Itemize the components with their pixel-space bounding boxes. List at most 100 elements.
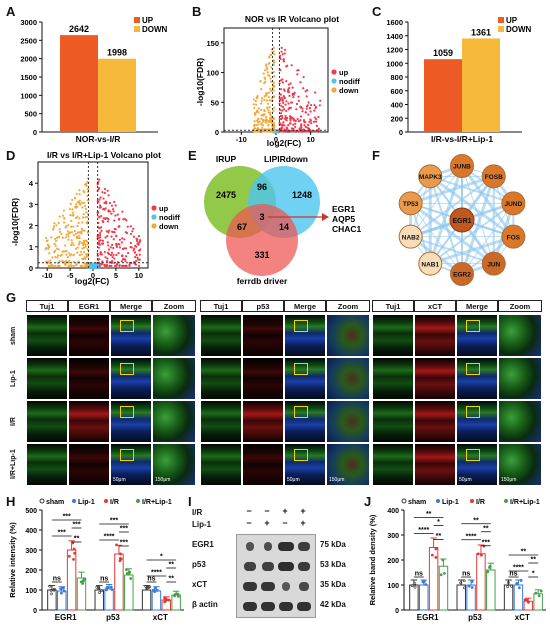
y-tick-label: 400: [387, 508, 399, 515]
data-point: [434, 547, 438, 551]
microscopy-tile: [498, 400, 542, 443]
panel-d-ylabel: -log10(FDR): [10, 198, 20, 246]
wb-kda-label: 42 kDa: [320, 600, 346, 609]
microscopy-tile: [414, 357, 456, 400]
microscopy-tile: [242, 400, 284, 443]
significance-label: ns: [53, 576, 61, 583]
wb-protein-label: β actin: [192, 600, 218, 609]
significance-label: ***: [63, 514, 71, 521]
network-node-center: [449, 207, 475, 233]
bar: [503, 584, 514, 611]
network-node: [450, 154, 474, 178]
zoom-region-box: [466, 320, 480, 332]
network-node-label: FOS: [507, 234, 521, 241]
y-tick-label: 4: [29, 179, 34, 188]
panel-label-c: C: [372, 4, 382, 19]
venn-count-only-lipirdown: 1248: [292, 190, 312, 200]
data-point: [98, 591, 101, 594]
network-nodes: EGR1 JUNB FOSB JUND FOS JUN EGR2 NAB1 NAB2 TP53 MA…: [398, 154, 526, 286]
data-point: [527, 600, 530, 604]
panel-a-bars: [60, 35, 136, 133]
data-point: [97, 587, 101, 590]
significance-label: **: [74, 536, 80, 543]
wb-lip-sign: −: [282, 518, 288, 528]
y-tick-label: 1500: [20, 73, 37, 82]
microscopy-column-header: xCT: [414, 300, 456, 312]
wb-lip-sign: +: [264, 518, 270, 528]
data-point: [173, 594, 176, 598]
row-label: I/R: [10, 417, 17, 426]
microscopy-column-header: Zoom: [498, 300, 542, 312]
microscopy-tile: [68, 357, 110, 400]
wb-protein-label: EGR1: [192, 540, 214, 549]
panel-b-xlabel: log2(FC): [267, 138, 302, 148]
volcano-points: [44, 177, 142, 270]
microscopy-tile: [200, 443, 242, 486]
y-tick-label: 1400: [386, 32, 403, 41]
data-point: [537, 594, 541, 598]
panel-a-legend-down: DOWN: [142, 25, 168, 34]
data-point: [470, 580, 474, 583]
wb-band: [243, 582, 257, 591]
microscopy-tile: [372, 443, 414, 486]
legend-label: sham: [408, 499, 426, 506]
wb-ir-sign: +: [300, 506, 306, 516]
wb-band: [298, 542, 310, 551]
x-tick-label: 5: [114, 271, 118, 280]
data-point: [467, 584, 471, 588]
significance-label: ns: [509, 571, 517, 578]
microscopy-tile: [26, 314, 68, 357]
panel-d-legend-nodiff: nodiff: [159, 213, 180, 222]
data-point: [72, 557, 75, 561]
data-point: [534, 591, 538, 595]
microscopy-tile: [498, 314, 542, 357]
wb-kda-label: 53 kDa: [320, 560, 346, 569]
data-point: [128, 570, 131, 574]
data-point: [413, 581, 417, 585]
microscopy-tile: [152, 400, 196, 443]
data-point: [144, 585, 148, 589]
panel-label-f: F: [372, 148, 380, 163]
wb-band: [242, 602, 258, 611]
x-tick-label: 10: [306, 135, 314, 144]
panel-d-legend-up: up: [159, 204, 169, 213]
microscopy-column-header: p53: [242, 300, 284, 312]
data-point: [59, 587, 63, 591]
bar: [94, 589, 104, 611]
microscopy-tile: [284, 400, 326, 443]
microscopy-tile: [110, 357, 152, 400]
microscopy-tile: [372, 314, 414, 357]
significance-label: **: [530, 557, 536, 564]
significance-label: ****: [418, 527, 429, 534]
data-point: [60, 591, 63, 595]
data-point: [476, 552, 480, 556]
microscopy-tile: [372, 357, 414, 400]
legend-label: I/R+Lip-1: [142, 499, 172, 506]
bar: [124, 574, 134, 611]
data-point: [163, 596, 167, 600]
microscopy-tile: [152, 357, 196, 400]
microscopy-tile: [242, 314, 284, 357]
venn-count-bc: 14: [279, 222, 289, 232]
venn-label-ferrdb: ferrdb driver: [237, 276, 288, 286]
significance-label: **: [521, 549, 527, 556]
network-node: [481, 251, 506, 276]
data-point: [459, 581, 463, 585]
microscopy-column-header: EGR1: [68, 300, 110, 312]
network-node-label: EGR2: [453, 272, 471, 279]
network-node-label: FOSB: [485, 174, 503, 181]
wb-band: [299, 582, 309, 591]
panel-j-bar-chart: sham Lip-1 I/R I/R+Lip-1 0 100 200 300 400 Relati…: [368, 498, 546, 622]
zoom-region-box: [466, 406, 480, 418]
y-tick-label: 300: [387, 533, 399, 540]
wb-band: [278, 602, 294, 611]
bar: [419, 584, 429, 611]
microscopy-column-header: Zoom: [152, 300, 196, 312]
zoom-region-box: [294, 449, 308, 461]
microscopy-tile: [284, 314, 326, 357]
y-tick-label: 200: [387, 558, 399, 565]
venn-label-lipirdown: LIPIRdown: [264, 154, 308, 164]
y-tick-label: 300: [25, 548, 37, 555]
data-point: [519, 579, 523, 582]
